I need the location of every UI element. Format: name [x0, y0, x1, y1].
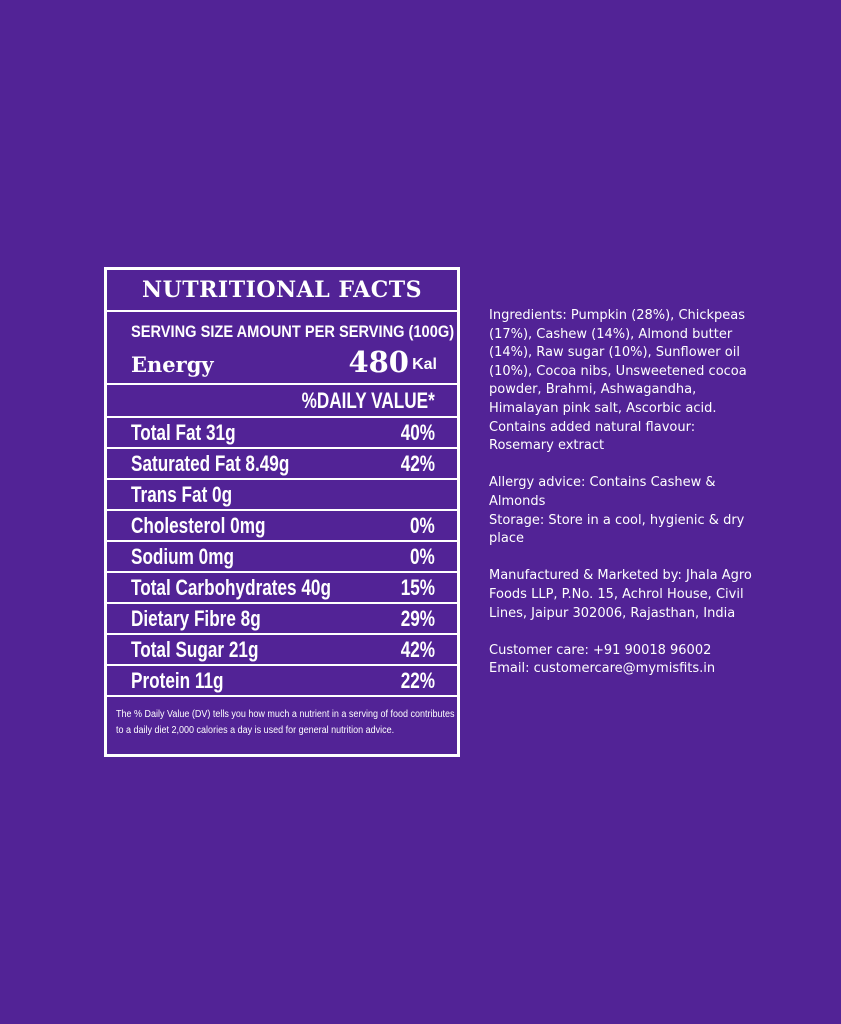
customer-care-text: Customer care: +91 90018 96002	[489, 642, 712, 658]
nutrient-daily-value: 0%	[410, 543, 435, 569]
nutrient-name: Cholesterol 0mg	[131, 512, 266, 538]
daily-value-header-text: %DAILY VALUE*	[301, 387, 435, 413]
nutrient-row: Protein 11g 22%	[107, 666, 457, 697]
nutrient-name: Dietary Fibre 8g	[131, 605, 261, 631]
daily-value-header: %DAILY VALUE*	[107, 385, 457, 418]
nutrition-facts-panel: NUTRITIONAL FACTS SERVING SIZE AMOUNT PE…	[104, 267, 460, 757]
nutrient-row: Total Fat 31g 40%	[107, 418, 457, 449]
manufacturer-text: Manufactured & Marketed by: Jhala Agro F…	[489, 568, 752, 621]
nutrient-name: Saturated Fat 8.49g	[131, 450, 290, 476]
nutrient-row: Cholesterol 0mg 0%	[107, 511, 457, 542]
ingredients-block: Ingredients: Pumpkin (28%), Chickpeas (1…	[489, 307, 759, 456]
nutrient-row: Sodium 0mg 0%	[107, 542, 457, 573]
nutrient-name: Trans Fat 0g	[131, 481, 233, 507]
energy-value: 480	[348, 345, 409, 379]
allergy-text: Allergy advice: Contains Cashew & Almond…	[489, 475, 716, 509]
nutrient-daily-value: 40%	[400, 419, 435, 445]
nutrient-row: Total Sugar 21g 42%	[107, 635, 457, 666]
contact-block: Customer care: +91 90018 96002 Email: cus…	[489, 642, 759, 679]
nutrient-row: Trans Fat 0g	[107, 480, 457, 511]
product-info-column: Ingredients: Pumpkin (28%), Chickpeas (1…	[489, 307, 759, 697]
ingredients-text: Ingredients: Pumpkin (28%), Chickpeas (1…	[489, 308, 747, 416]
nutrient-name: Sodium 0mg	[131, 543, 234, 569]
nutrient-daily-value: 42%	[400, 450, 435, 476]
energy-unit: Kal	[412, 356, 437, 373]
daily-value-footnote: The % Daily Value (DV) tells you how muc…	[116, 709, 455, 736]
nutrient-daily-value: 0%	[410, 512, 435, 538]
nutrient-daily-value: 22%	[400, 667, 435, 693]
serving-size-text: SERVING SIZE AMOUNT PER SERVING (100G)	[131, 322, 455, 341]
nutrient-row: Saturated Fat 8.49g 42%	[107, 449, 457, 480]
manufacturer-block: Manufactured & Marketed by: Jhala Agro F…	[489, 567, 759, 623]
nutrient-row: Total Carbohydrates 40g 15%	[107, 573, 457, 604]
nutrient-daily-value: 29%	[400, 605, 435, 631]
nutrient-name: Protein 11g	[131, 667, 224, 693]
email-text: Email: customercare@mymisfits.in	[489, 661, 716, 677]
nutrient-daily-value: 42%	[400, 636, 435, 662]
nutrient-daily-value: 15%	[400, 574, 435, 600]
nutrient-name: Total Fat 31g	[131, 419, 236, 445]
serving-section: SERVING SIZE AMOUNT PER SERVING (100G) E…	[107, 312, 457, 385]
energy-label: Energy	[131, 352, 214, 377]
flavour-text: Contains added natural flavour: Rosemary…	[489, 419, 696, 454]
nutrient-name: Total Carbohydrates 40g	[131, 574, 331, 600]
nutrient-name: Total Sugar 21g	[131, 636, 259, 662]
allergy-storage-block: Allergy advice: Contains Cashew & Almond…	[489, 474, 759, 548]
nutrient-row: Dietary Fibre 8g 29%	[107, 604, 457, 635]
panel-title: NUTRITIONAL FACTS	[107, 270, 457, 312]
storage-text: Storage: Store in a cool, hygienic & dry…	[489, 512, 745, 547]
